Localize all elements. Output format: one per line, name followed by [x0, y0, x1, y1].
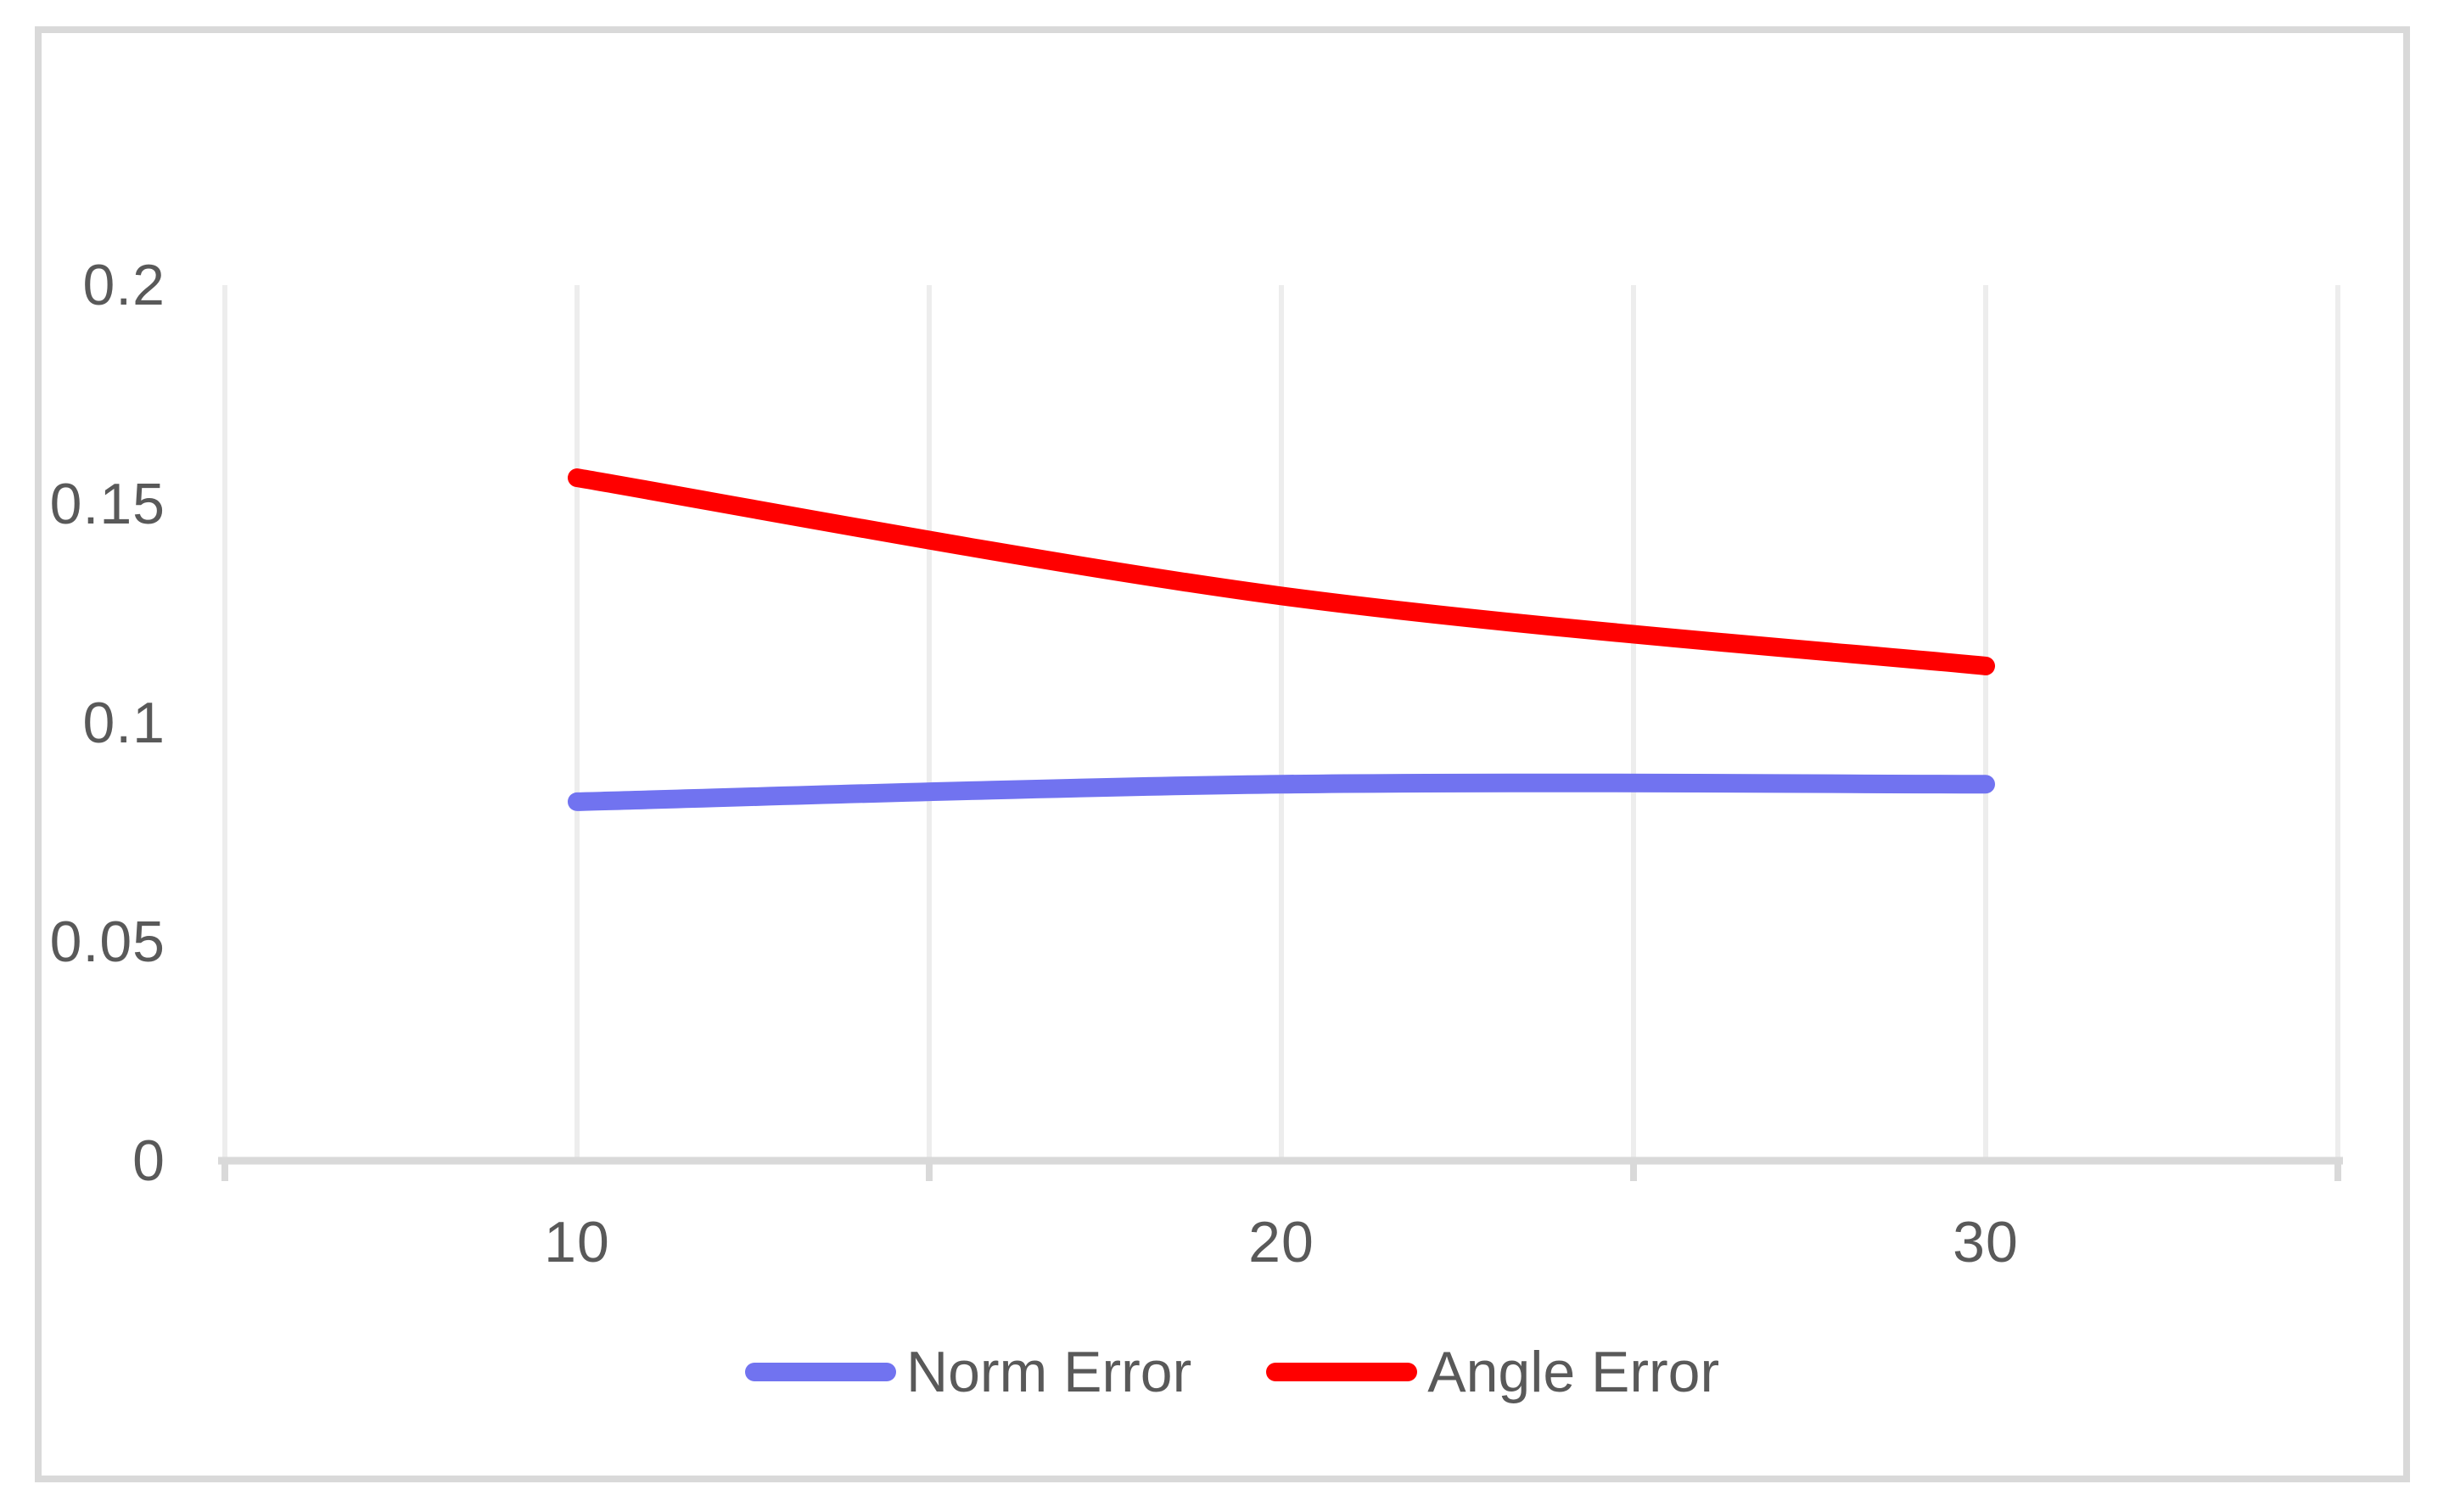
x-tick-label: 30	[1953, 1210, 2019, 1274]
y-tick-label: 0	[132, 1128, 165, 1193]
legend-item-norm-error: Norm Error	[745, 1339, 1191, 1405]
series-lines	[568, 468, 1995, 811]
y-tick-label: 0.05	[49, 910, 165, 974]
x-axis-tickmarks	[221, 1161, 2341, 1181]
y-tick-label: 0.1	[82, 691, 165, 755]
legend-label: Angle Error	[1427, 1340, 1720, 1404]
norm-error-line-swatch	[745, 1363, 896, 1381]
legend: Norm Error Angle Error	[745, 1338, 1719, 1406]
y-tick-label: 0.15	[49, 472, 165, 536]
angle-error-line-swatch	[1266, 1363, 1418, 1381]
legend-label: Norm Error	[906, 1340, 1192, 1404]
x-tick-label: 10	[544, 1210, 610, 1274]
x-tick-label: 20	[1248, 1210, 1314, 1274]
y-tick-label: 0.2	[82, 253, 165, 317]
legend-item-angle-error: Angle Error	[1266, 1339, 1719, 1405]
chart-border-frame	[35, 26, 2410, 1482]
vertical-gridlines	[222, 285, 2340, 1161]
